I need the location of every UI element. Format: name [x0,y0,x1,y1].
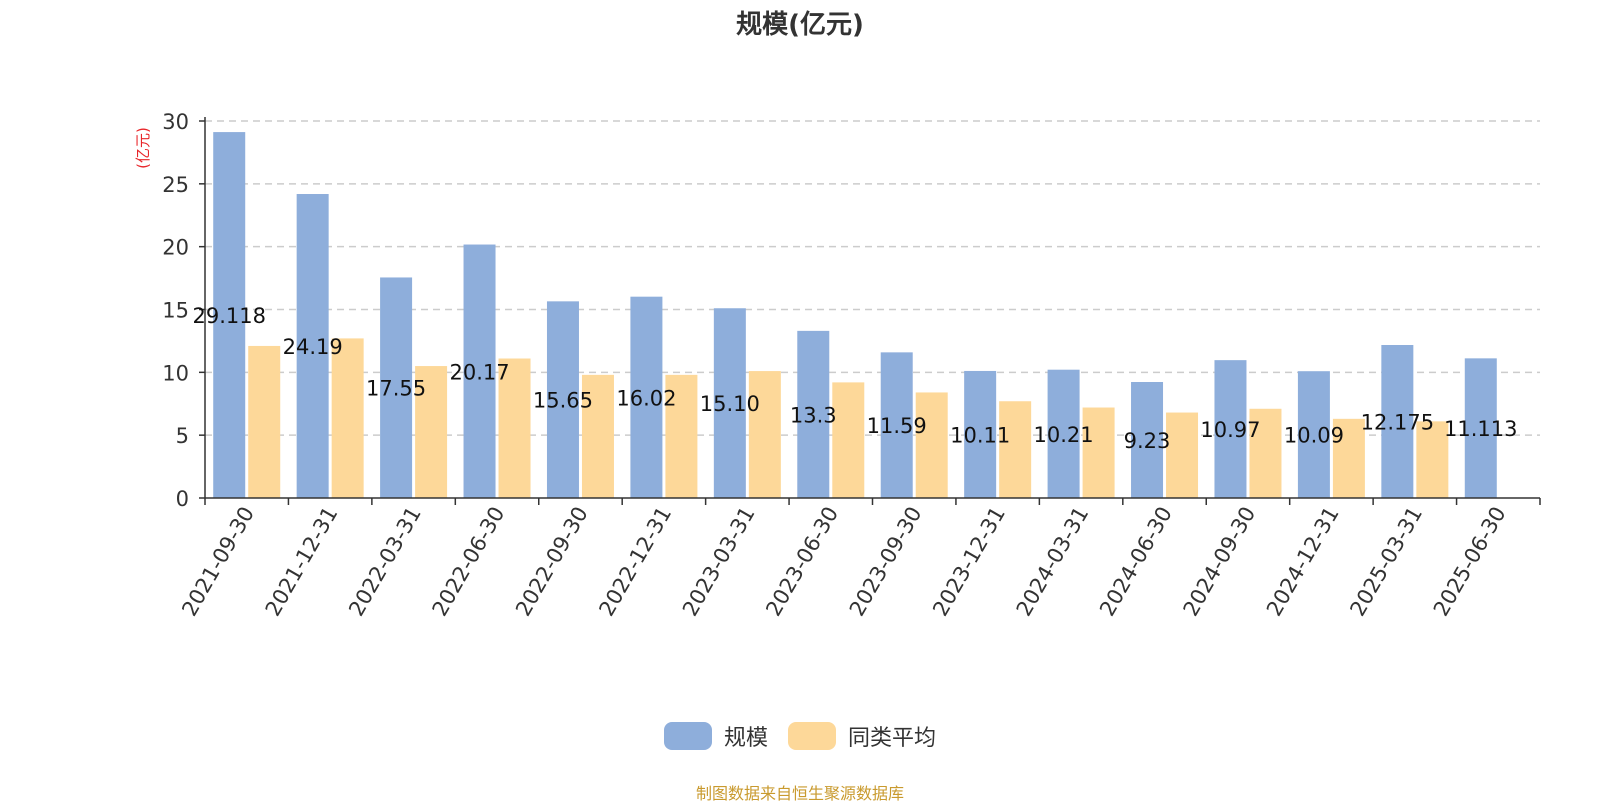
legend-label-series-2: 同类平均 [848,726,937,751]
x-tick-label: 2022-06-30 [428,503,510,621]
data-label: 29.118 [192,304,265,328]
bar-series-1[interactable] [1047,369,1080,498]
x-tick-label: 2023-03-31 [678,503,760,621]
bar-series-2[interactable] [1166,412,1199,498]
bar-series-2[interactable] [248,345,281,498]
bar-series-1[interactable] [1214,360,1247,498]
data-label: 10.11 [950,423,1010,447]
x-tick-label: 2022-03-31 [344,503,426,621]
bar-series-1[interactable] [797,330,830,498]
bar-series-1[interactable] [1464,358,1497,498]
bar-series-1[interactable] [296,194,329,498]
bar-series-2[interactable] [832,382,865,498]
x-tick-label: 2025-03-31 [1345,503,1427,621]
data-label: 10.21 [1034,423,1094,447]
data-label: 16.02 [616,386,676,410]
source-note: 制图数据来自恒生聚源数据库 [695,784,904,803]
bar-series-2[interactable] [748,371,781,498]
y-tick-label: 0 [176,487,189,511]
data-label: 24.19 [283,335,343,359]
bar-series-2[interactable] [331,338,364,498]
data-label: 15.65 [533,389,593,413]
x-tick-label: 2024-06-30 [1095,503,1177,621]
bar-series-2[interactable] [1082,407,1115,498]
bar-series-1[interactable] [630,296,663,498]
x-tick-label: 2021-09-30 [177,503,259,621]
bar-series-2[interactable] [1249,408,1282,498]
bar-series-2[interactable] [915,392,948,498]
data-label: 20.17 [449,360,509,384]
legend-label-series-1: 规模 [723,726,768,751]
data-label: 9.23 [1124,429,1171,453]
y-tick-label: 15 [162,299,189,323]
y-tick-label: 30 [162,110,189,134]
data-label: 10.97 [1200,418,1260,442]
bar-series-2[interactable] [1332,418,1365,498]
legend-swatch-series-1 [663,722,712,750]
x-tick-label: 2024-03-31 [1012,503,1094,621]
bar-series-1[interactable] [1381,345,1414,498]
data-label: 13.3 [790,403,837,427]
bar-series-2[interactable] [415,366,448,498]
data-label: 11.113 [1444,417,1517,441]
y-axis-title: (亿元) [134,127,152,169]
x-tick-label: 2022-12-31 [594,503,676,621]
x-tick-label: 2023-09-30 [845,503,927,621]
x-tick-label: 2023-06-30 [761,503,843,621]
bar-series-1[interactable] [546,301,579,498]
y-tick-label: 25 [162,173,189,197]
legend: 规模 同类平均 [0,720,1600,752]
chart-title: 规模(亿元) [736,10,864,40]
legend-item-series-1[interactable]: 规模 [663,720,768,752]
x-tick-label: 2024-12-31 [1262,503,1344,621]
x-tick-label: 2023-12-31 [928,503,1010,621]
y-tick-label: 5 [176,424,189,448]
legend-swatch-series-2 [788,722,836,750]
data-label: 17.55 [366,377,426,401]
x-tick-label: 2025-06-30 [1429,503,1511,621]
bar-series-1[interactable] [1131,382,1164,498]
data-label: 12.175 [1361,411,1434,435]
bar-series-1[interactable] [880,352,913,498]
data-label: 10.09 [1284,424,1344,448]
data-label: 15.10 [700,392,760,416]
bar-series-1[interactable] [713,308,746,498]
y-tick-label: 20 [162,236,189,260]
bar-series-2[interactable] [999,401,1032,498]
x-tick-label: 2024-09-30 [1178,503,1260,621]
x-tick-label: 2022-09-30 [511,503,593,621]
bar-series-1[interactable] [213,132,246,498]
data-labels: 29.118 24.19 17.55 20.17 15.65 16.02 15.10 13.3… [192,304,1517,453]
x-tick-label: 2021-12-31 [261,503,343,621]
bar-series-1[interactable] [964,370,997,498]
bar-series-1[interactable] [463,244,496,498]
bar-series-1[interactable] [380,277,413,498]
data-label: 11.59 [867,414,927,438]
bar-series-2[interactable] [1416,421,1449,498]
legend-item-series-2[interactable]: 同类平均 [788,720,936,752]
bar-series-2[interactable] [581,374,614,498]
bars [213,132,1497,498]
bar-series-2[interactable] [665,374,698,498]
y-tick-label: 10 [162,361,189,385]
bar-series-2[interactable] [498,358,531,498]
bar-series-1[interactable] [1297,371,1330,498]
